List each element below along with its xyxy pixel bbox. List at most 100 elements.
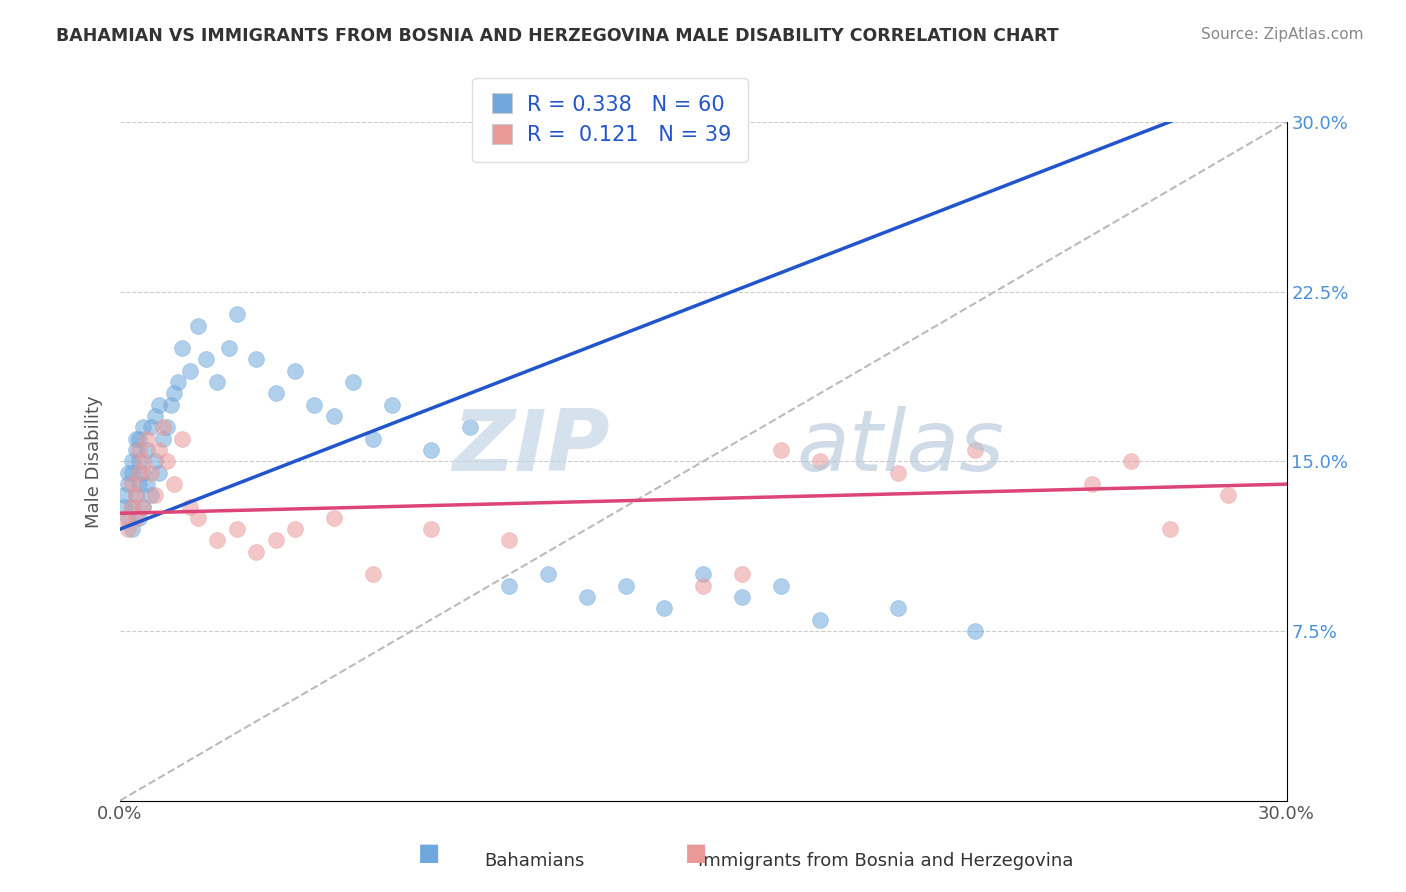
Point <box>112 500 135 514</box>
Point <box>187 318 209 333</box>
Point <box>218 341 240 355</box>
Text: atlas: atlas <box>797 406 1005 489</box>
Point <box>284 522 307 536</box>
Point <box>163 477 186 491</box>
Point <box>575 590 598 604</box>
Point <box>132 454 155 468</box>
Point <box>420 442 443 457</box>
Y-axis label: Male Disability: Male Disability <box>86 395 103 527</box>
Point <box>121 500 143 514</box>
Point <box>121 522 143 536</box>
Text: Bahamians: Bahamians <box>484 852 585 870</box>
Point <box>381 398 404 412</box>
Text: BAHAMIAN VS IMMIGRANTS FROM BOSNIA AND HERZEGOVINA MALE DISABILITY CORRELATION C: BAHAMIAN VS IMMIGRANTS FROM BOSNIA AND H… <box>56 27 1059 45</box>
Point <box>128 432 150 446</box>
Point <box>132 500 155 514</box>
Point <box>159 398 181 412</box>
Point <box>132 500 155 514</box>
Point <box>132 466 155 480</box>
Point <box>770 579 793 593</box>
Point <box>245 352 267 367</box>
Point <box>121 466 143 480</box>
Point <box>322 511 344 525</box>
Point <box>117 522 139 536</box>
Point <box>225 307 247 321</box>
Point <box>117 466 139 480</box>
Point <box>128 454 150 468</box>
Point <box>770 442 793 457</box>
Point <box>692 579 714 593</box>
Point <box>342 375 364 389</box>
Point <box>156 420 179 434</box>
Point <box>124 442 146 457</box>
Point <box>187 511 209 525</box>
Point <box>143 454 166 468</box>
Point <box>264 533 287 548</box>
Point <box>322 409 344 423</box>
Point <box>420 522 443 536</box>
Point <box>143 488 166 502</box>
Point <box>614 579 637 593</box>
Point <box>156 454 179 468</box>
Point <box>225 522 247 536</box>
Point <box>731 590 754 604</box>
Point <box>965 624 987 638</box>
Point <box>692 567 714 582</box>
Point <box>124 488 146 502</box>
Point <box>205 533 228 548</box>
Point <box>148 398 170 412</box>
Point <box>148 442 170 457</box>
Point <box>361 432 384 446</box>
Point <box>1119 454 1142 468</box>
Point <box>179 500 201 514</box>
Text: ■: ■ <box>418 841 440 865</box>
Point <box>808 454 831 468</box>
Point <box>124 511 146 525</box>
Point <box>808 613 831 627</box>
Point <box>124 432 146 446</box>
Point <box>121 477 143 491</box>
Point <box>139 488 162 502</box>
Point <box>143 409 166 423</box>
Point <box>1159 522 1181 536</box>
Point <box>245 545 267 559</box>
Point <box>886 601 908 615</box>
Point <box>121 500 143 514</box>
Point <box>136 442 159 457</box>
Point <box>886 466 908 480</box>
Point <box>152 420 174 434</box>
Point <box>1218 488 1240 502</box>
Point <box>731 567 754 582</box>
Point <box>139 420 162 434</box>
Point <box>136 477 159 491</box>
Point <box>163 386 186 401</box>
Point <box>537 567 560 582</box>
Point <box>136 432 159 446</box>
Point <box>132 420 155 434</box>
Text: Immigrants from Bosnia and Herzegovina: Immigrants from Bosnia and Herzegovina <box>699 852 1073 870</box>
Point <box>498 533 520 548</box>
Text: ■: ■ <box>685 841 707 865</box>
Point <box>194 352 217 367</box>
Point <box>128 511 150 525</box>
Point <box>112 511 135 525</box>
Point <box>117 477 139 491</box>
Point <box>361 567 384 582</box>
Point <box>117 511 139 525</box>
Point <box>139 466 162 480</box>
Point <box>304 398 326 412</box>
Text: Source: ZipAtlas.com: Source: ZipAtlas.com <box>1201 27 1364 42</box>
Point <box>458 420 481 434</box>
Point <box>1081 477 1104 491</box>
Point <box>167 375 190 389</box>
Point <box>128 477 150 491</box>
Point <box>654 601 676 615</box>
Point <box>112 488 135 502</box>
Text: ZIP: ZIP <box>453 406 610 489</box>
Point <box>498 579 520 593</box>
Point <box>264 386 287 401</box>
Point <box>124 488 146 502</box>
Point <box>172 432 194 446</box>
Point <box>284 364 307 378</box>
Point <box>152 432 174 446</box>
